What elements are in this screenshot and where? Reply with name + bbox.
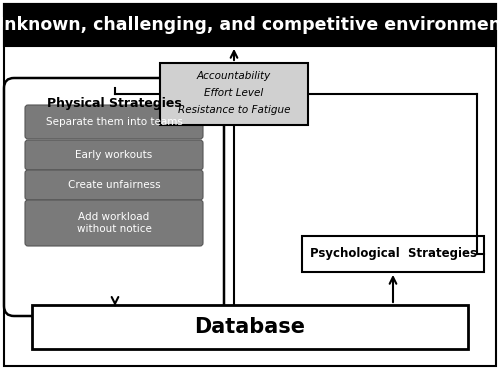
FancyBboxPatch shape xyxy=(32,305,468,349)
Text: Physical Strategies: Physical Strategies xyxy=(46,98,182,111)
Text: Separate them into teams: Separate them into teams xyxy=(46,117,182,127)
Text: Unknown, challenging, and competitive environment: Unknown, challenging, and competitive en… xyxy=(0,16,500,34)
FancyBboxPatch shape xyxy=(25,140,203,170)
Text: Create unfairness: Create unfairness xyxy=(68,180,160,190)
FancyBboxPatch shape xyxy=(25,170,203,200)
Text: Early workouts: Early workouts xyxy=(76,150,152,160)
FancyBboxPatch shape xyxy=(160,63,308,125)
FancyBboxPatch shape xyxy=(4,78,224,316)
Text: Resistance to Fatigue: Resistance to Fatigue xyxy=(178,105,290,115)
FancyBboxPatch shape xyxy=(4,4,496,46)
Text: Effort Level: Effort Level xyxy=(204,88,264,98)
Text: Psychological  Strategies: Psychological Strategies xyxy=(310,248,476,260)
Text: Database: Database xyxy=(194,317,306,337)
Text: Accountability: Accountability xyxy=(197,71,271,81)
FancyBboxPatch shape xyxy=(25,105,203,139)
FancyBboxPatch shape xyxy=(4,4,496,366)
FancyBboxPatch shape xyxy=(25,200,203,246)
FancyBboxPatch shape xyxy=(302,236,484,272)
Text: Add workload
without notice: Add workload without notice xyxy=(76,212,152,234)
